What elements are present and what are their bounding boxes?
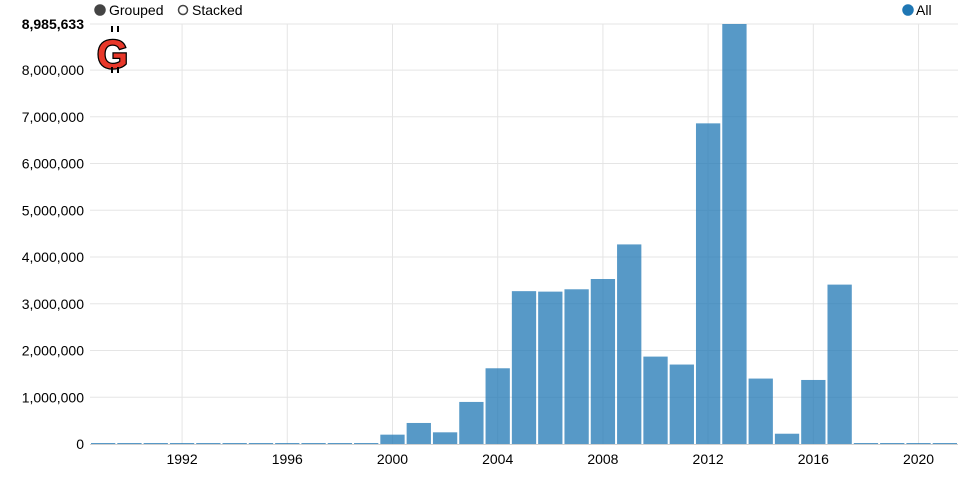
bar-2019 bbox=[880, 443, 905, 444]
bar-2005 bbox=[511, 291, 537, 444]
bar-2017 bbox=[827, 284, 852, 444]
bar-2004 bbox=[485, 368, 510, 444]
bar-2001 bbox=[406, 422, 431, 444]
bar-1995 bbox=[248, 443, 274, 444]
bar-1998 bbox=[327, 443, 353, 444]
legend-dot-icon[interactable] bbox=[902, 4, 914, 16]
bar-1989 bbox=[91, 443, 116, 444]
bar-1992 bbox=[169, 443, 195, 444]
x-tick-label: 2016 bbox=[798, 451, 829, 467]
grouped-radio-icon[interactable] bbox=[94, 4, 106, 16]
y-tick-label: 2,000,000 bbox=[22, 343, 84, 359]
x-axis: 1992 1996 2000 2004 2008 2012 2016 2020 bbox=[90, 444, 958, 467]
bar-2020 bbox=[906, 443, 931, 444]
y-tick-label: 8,985,633 bbox=[22, 16, 84, 32]
bar-2006 bbox=[538, 291, 563, 444]
bar-2003 bbox=[459, 401, 484, 444]
stacked-radio-icon[interactable] bbox=[177, 4, 189, 16]
y-tick-label: 8,000,000 bbox=[22, 62, 84, 78]
stacked-toggle[interactable]: Stacked bbox=[177, 2, 243, 18]
bar-1999 bbox=[354, 443, 379, 444]
x-tick-label: 2004 bbox=[482, 451, 513, 467]
y-tick-label: 6,000,000 bbox=[22, 156, 84, 172]
y-tick-label: 4,000,000 bbox=[22, 249, 84, 265]
x-tick-label: 1992 bbox=[166, 451, 197, 467]
bar-2012 bbox=[695, 123, 721, 445]
bar-2008 bbox=[590, 279, 616, 444]
y-tick-label: 5,000,000 bbox=[22, 202, 84, 218]
x-tick-label: 2008 bbox=[587, 451, 618, 467]
bar-2010 bbox=[643, 356, 668, 444]
bar-2000 bbox=[380, 434, 405, 444]
y-tick-label: 1,000,000 bbox=[22, 389, 84, 405]
bar-2013 bbox=[722, 24, 747, 444]
bar-2007 bbox=[564, 289, 589, 444]
bars bbox=[91, 24, 957, 445]
bar-1990 bbox=[117, 443, 142, 444]
bar-2009 bbox=[617, 244, 642, 444]
stacked-label[interactable]: Stacked bbox=[192, 2, 243, 18]
bar-1994 bbox=[222, 443, 247, 444]
bar-1993 bbox=[196, 443, 221, 444]
y-tick-label: 7,000,000 bbox=[22, 109, 84, 125]
bar-2018 bbox=[853, 443, 879, 444]
y-axis: 0 1,000,000 2,000,000 3,000,000 4,000,000 5,0… bbox=[22, 16, 85, 452]
bar-1991 bbox=[143, 443, 168, 444]
grouped-label[interactable]: Grouped bbox=[109, 2, 163, 18]
legend-label[interactable]: All bbox=[916, 2, 932, 18]
bar-1997 bbox=[301, 443, 326, 444]
bar-2014 bbox=[748, 378, 773, 444]
x-tick-label: 1996 bbox=[272, 451, 303, 467]
grouped-toggle[interactable]: Grouped bbox=[94, 2, 163, 18]
bar-2016 bbox=[801, 379, 826, 444]
bar-2015 bbox=[774, 433, 800, 444]
x-tick-label: 2000 bbox=[377, 451, 408, 467]
logo-icon: G bbox=[96, 26, 129, 78]
y-tick-label: 3,000,000 bbox=[22, 296, 84, 312]
bar-2021 bbox=[932, 443, 957, 444]
bar-2011 bbox=[669, 364, 694, 444]
legend-item-all[interactable]: All bbox=[902, 2, 932, 18]
bar-1996 bbox=[275, 443, 300, 444]
x-tick-label: 2020 bbox=[903, 451, 934, 467]
bar-2002 bbox=[432, 432, 458, 444]
y-tick-label: 0 bbox=[76, 436, 84, 452]
x-tick-label: 2012 bbox=[693, 451, 724, 467]
